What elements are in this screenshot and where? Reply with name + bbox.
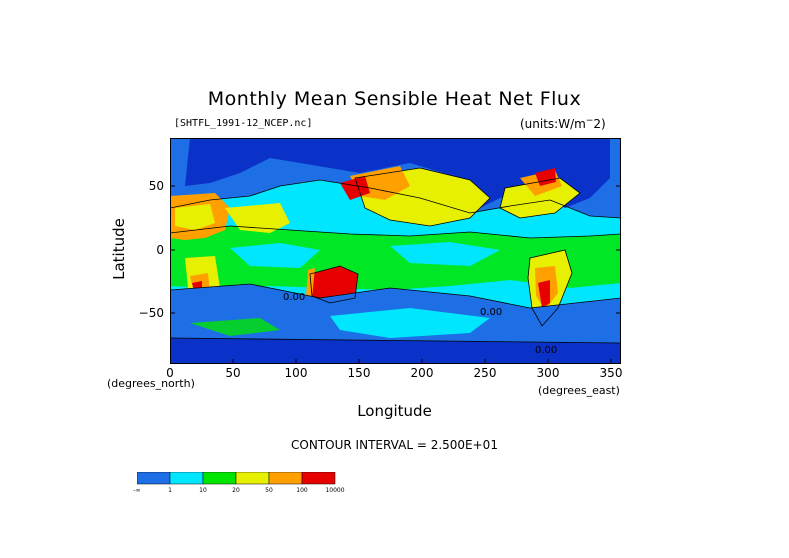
x-tick-0: 0 [166, 366, 174, 380]
colorbar-legend: -∞ 1 10 20 50 100 10000 [133, 471, 345, 494]
colorbar-swatch [301, 471, 336, 485]
contour-interval-label: CONTOUR INTERVAL = 2.500E+01 [291, 438, 498, 452]
colorbar-swatches [136, 471, 336, 485]
colorbar-label: -∞ [133, 487, 141, 494]
x-tick-50: 50 [225, 366, 241, 380]
colorbar-label: 1 [168, 487, 172, 494]
colorbar-swatch [268, 471, 303, 485]
colorbar-swatch [235, 471, 270, 485]
sensible-heat-flux-map: 0.00 0.00 0.00 [170, 138, 621, 364]
x-axis-title: Longitude [357, 402, 432, 420]
filename-label: [SHTFL_1991-12_NCEP.nc] [174, 118, 313, 129]
x-tick-250: 250 [473, 366, 497, 380]
colorbar-swatch [202, 471, 237, 485]
units-label: (units:W/m−2) [520, 116, 606, 131]
colorbar-label: 10 [199, 487, 207, 494]
x-tick-150: 150 [347, 366, 371, 380]
contour-label: 0.00 [480, 307, 502, 318]
y-tick-50: 50 [148, 179, 164, 193]
plot-title: Monthly Mean Sensible Heat Net Flux [207, 88, 582, 110]
colorbar-label: 100 [296, 487, 308, 494]
y-tick-0: 0 [156, 243, 164, 257]
y-axis-unit: (degrees_north) [107, 377, 195, 390]
colorbar-swatch [136, 471, 171, 485]
colorbar-label: 20 [232, 487, 240, 494]
y-axis-title: Latitude [109, 218, 128, 280]
x-tick-200: 200 [410, 366, 434, 380]
x-tick-300: 300 [536, 366, 560, 380]
colorbar-label: 50 [265, 487, 273, 494]
colorbar-label: 10000 [325, 487, 345, 494]
x-tick-100: 100 [284, 366, 308, 380]
colorbar-swatch [169, 471, 204, 485]
y-tick-minus50: −50 [138, 306, 164, 320]
x-axis-unit: (degrees_east) [538, 384, 620, 397]
x-tick-350: 350 [599, 366, 623, 380]
contour-label: 0.00 [283, 292, 305, 303]
contour-label: 0.00 [535, 345, 557, 356]
